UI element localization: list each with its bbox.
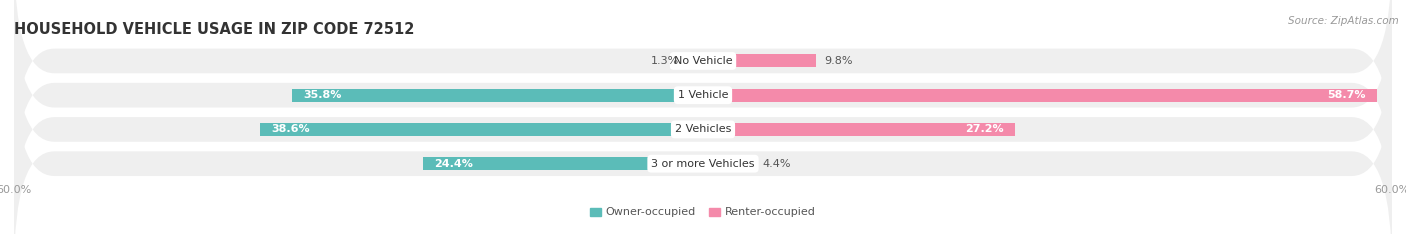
- Legend: Owner-occupied, Renter-occupied: Owner-occupied, Renter-occupied: [586, 203, 820, 222]
- Text: 35.8%: 35.8%: [304, 90, 342, 100]
- Bar: [703, 123, 1015, 136]
- Bar: [703, 157, 754, 170]
- Text: 58.7%: 58.7%: [1327, 90, 1365, 100]
- Bar: [423, 157, 703, 170]
- Bar: [703, 55, 815, 67]
- Bar: [703, 89, 1376, 102]
- Text: 9.8%: 9.8%: [825, 56, 853, 66]
- Text: 38.6%: 38.6%: [271, 124, 309, 135]
- FancyBboxPatch shape: [14, 0, 1392, 203]
- Text: 1.3%: 1.3%: [651, 56, 679, 66]
- FancyBboxPatch shape: [14, 56, 1392, 234]
- Bar: [260, 123, 703, 136]
- Text: Source: ZipAtlas.com: Source: ZipAtlas.com: [1288, 16, 1399, 26]
- Text: 24.4%: 24.4%: [434, 159, 474, 169]
- Text: No Vehicle: No Vehicle: [673, 56, 733, 66]
- Bar: [292, 89, 703, 102]
- Text: 27.2%: 27.2%: [965, 124, 1004, 135]
- Text: 3 or more Vehicles: 3 or more Vehicles: [651, 159, 755, 169]
- Text: 2 Vehicles: 2 Vehicles: [675, 124, 731, 135]
- FancyBboxPatch shape: [14, 0, 1392, 168]
- Text: HOUSEHOLD VEHICLE USAGE IN ZIP CODE 72512: HOUSEHOLD VEHICLE USAGE IN ZIP CODE 7251…: [14, 22, 415, 37]
- FancyBboxPatch shape: [14, 22, 1392, 234]
- Bar: [688, 55, 703, 67]
- Text: 1 Vehicle: 1 Vehicle: [678, 90, 728, 100]
- Text: 4.4%: 4.4%: [762, 159, 792, 169]
